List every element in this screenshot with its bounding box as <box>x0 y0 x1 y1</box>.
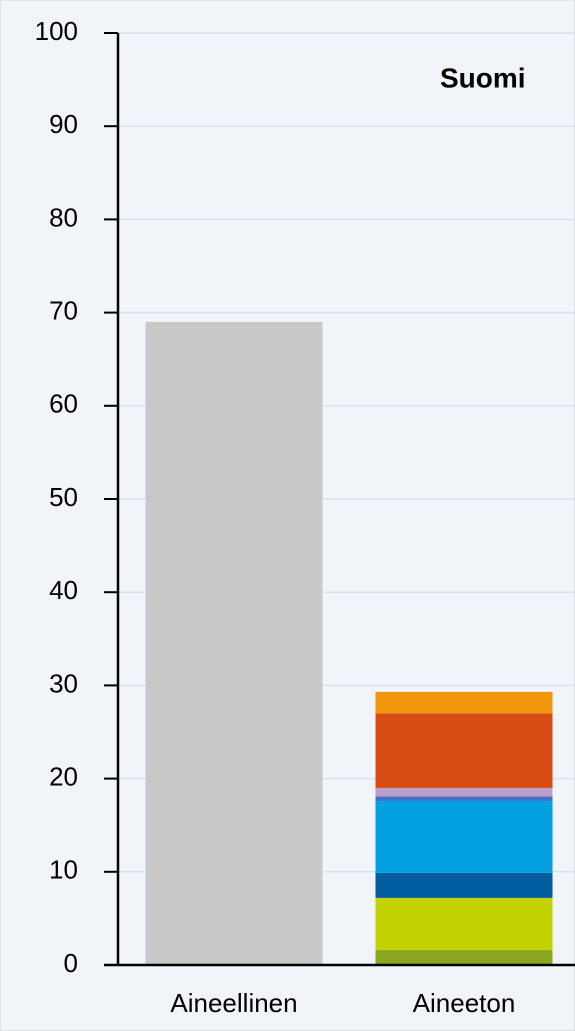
y-tick-label: 70 <box>49 295 78 325</box>
y-tick-label: 50 <box>49 482 78 512</box>
x-tick-label: Aineeton <box>413 988 516 1018</box>
bar-segment <box>145 321 323 965</box>
bar-segment <box>375 713 553 788</box>
y-tick-label: 40 <box>49 575 78 605</box>
chart-title: Suomi <box>440 62 526 93</box>
y-tick-label: 90 <box>49 109 78 139</box>
bar-segment <box>375 787 553 797</box>
y-tick-label: 0 <box>64 948 78 978</box>
x-tick-label: Aineellinen <box>170 988 297 1018</box>
bar-segment <box>375 691 553 714</box>
bar-segment <box>375 800 553 873</box>
y-tick-label: 60 <box>49 389 78 419</box>
bar-segment <box>375 897 553 951</box>
y-tick-label: 10 <box>49 855 78 885</box>
bar-segment <box>375 872 553 898</box>
y-tick-label: 80 <box>49 202 78 232</box>
bar-segment <box>375 950 553 965</box>
y-tick-label: 100 <box>35 16 78 46</box>
y-tick-label: 20 <box>49 761 78 791</box>
y-tick-label: 30 <box>49 668 78 698</box>
bar-segment <box>375 796 553 801</box>
